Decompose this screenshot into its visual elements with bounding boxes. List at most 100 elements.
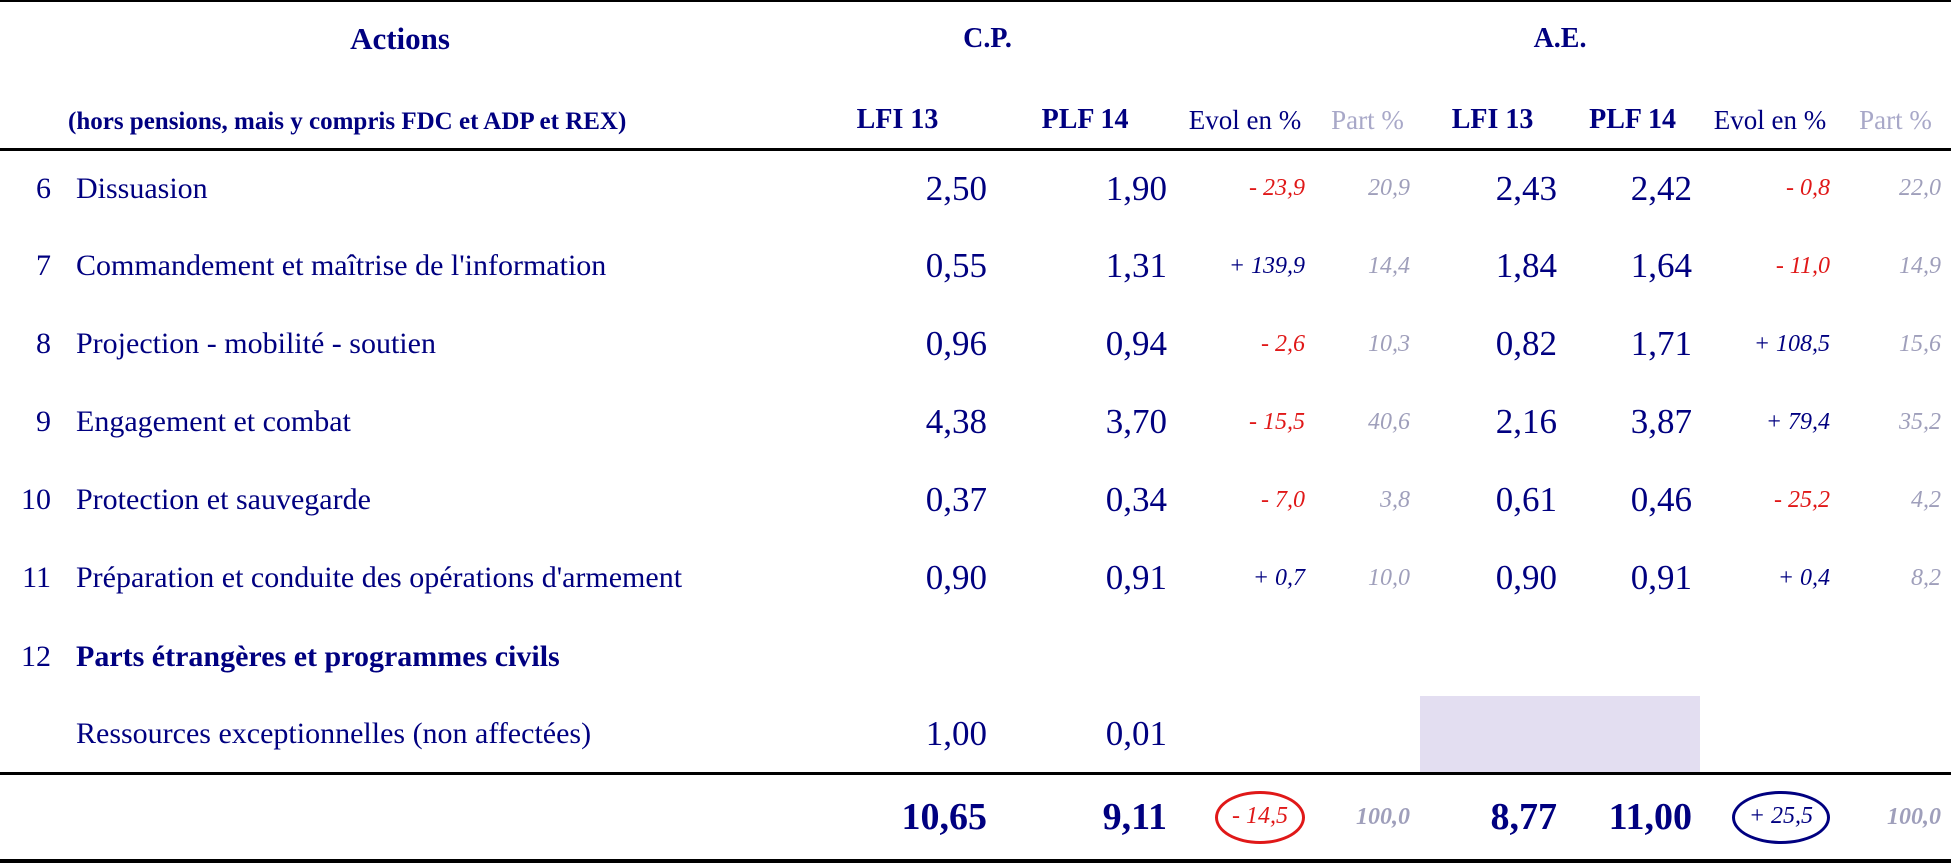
cp-part-value: 10,0: [1368, 564, 1411, 591]
cp-evol-value: [1175, 618, 1315, 696]
ae-plf-value: 3,87: [1630, 402, 1693, 442]
cp-plf-value: 1,31: [1105, 246, 1168, 286]
ae-evol-value: [1700, 618, 1840, 696]
ae-plf-value: 0,91: [1630, 558, 1693, 598]
ae-part-value: 22,0: [1899, 175, 1942, 202]
ae-part-value: 4,2: [1911, 486, 1942, 513]
cp-evol-value: - 2,6: [1261, 330, 1306, 357]
cp-evol-value: - 23,9: [1249, 175, 1306, 202]
ae-evol-value: + 79,4: [1765, 408, 1831, 435]
ae-lfi-value: 1,84: [1495, 246, 1558, 286]
cp-lfi-value: 1,00: [925, 713, 988, 753]
ae-plf-value: 2,42: [1630, 168, 1693, 208]
header-spacer: [1700, 1, 1951, 76]
cp-part-value: 20,9: [1368, 175, 1411, 202]
cp-group-header: C.P.: [963, 23, 1012, 55]
cp-part-value: [1315, 618, 1420, 696]
table-row-commandement: 7 Commandement et maîtrise de l'informat…: [0, 227, 1951, 305]
row-label: Protection et sauvegarde: [76, 483, 371, 517]
row-label: Ressources exceptionnelles (non affectée…: [76, 716, 592, 750]
ae-evol-total-cell: + 25,5: [1700, 772, 1841, 861]
cp-plf14-header: PLF 14: [995, 76, 1176, 151]
cp-part-value: 40,6: [1368, 408, 1411, 435]
ae-group-header: A.E.: [1533, 23, 1587, 55]
cp-lfi13-header: LFI 13: [800, 76, 996, 151]
cp-lfi-value: 0,37: [925, 480, 988, 520]
cp-plf-value: 0,34: [1105, 480, 1168, 520]
cp-lfi-value: [800, 618, 995, 696]
row-number: [0, 696, 60, 774]
ae-lfi-value: 0,82: [1495, 324, 1558, 364]
row-label: Engagement et combat: [76, 405, 351, 439]
header-spacer: [1175, 1, 1420, 76]
cp-part-total-cell: 100,0: [1315, 772, 1421, 861]
cp-evol-total-cell: - 14,5: [1175, 772, 1316, 861]
ae-lfi-value: 2,43: [1495, 168, 1558, 208]
cp-plf-value: 0,01: [1105, 713, 1168, 753]
cp-part-total: 100,0: [1356, 803, 1411, 830]
cp-plf-value: 0,91: [1105, 558, 1168, 598]
cp-plf-total: 9,11: [995, 772, 1176, 861]
ae-plf-value: 1,71: [1630, 324, 1693, 364]
ae-part-header: Part %: [1840, 76, 1951, 151]
ae-lfi-value: 0,90: [1495, 558, 1558, 598]
cp-evol-value: - 7,0: [1261, 486, 1306, 513]
cp-lfi-value: 0,90: [925, 558, 988, 598]
ae-part-value: 15,6: [1899, 330, 1942, 357]
ae-lfi-total: 8,77: [1420, 772, 1566, 861]
cp-part-header: Part %: [1315, 76, 1421, 151]
ae-lfi-value: 0,61: [1495, 480, 1558, 520]
row-number: 8: [36, 327, 51, 361]
row-label: Projection - mobilité - soutien: [76, 327, 436, 361]
cp-plf-value: 1,90: [1105, 168, 1168, 208]
total-row-number: [0, 772, 60, 861]
row-label: Commandement et maîtrise de l'informatio…: [76, 249, 607, 283]
cp-lfi-total: 10,65: [800, 772, 996, 861]
table-row-dissuasion: 6 Dissuasion 2,50 1,90 - 23,9 20,9 2,43 …: [0, 149, 1951, 227]
ae-evol-value: + 108,5: [1753, 330, 1831, 357]
cp-plf-value: [995, 618, 1175, 696]
ae-plf-value: 1,64: [1630, 246, 1693, 286]
ae-plf-value-shaded: [1565, 695, 1701, 774]
ae-lfi13-header: LFI 13: [1420, 76, 1566, 151]
red-ellipse-annotation: - 14,5: [1215, 790, 1306, 844]
row-number: 12: [21, 639, 51, 673]
cp-evol-header: Evol en %: [1175, 76, 1316, 151]
actions-header: Actions: [350, 21, 450, 57]
header-columns-row: (hors pensions, mais y compris FDC et AD…: [0, 76, 1951, 151]
ae-plf-value: [1565, 618, 1700, 696]
ae-lfi-value: [1420, 618, 1565, 696]
ae-evol-value: - 25,2: [1774, 486, 1831, 513]
actions-subtitle: (hors pensions, mais y compris FDC et AD…: [0, 76, 801, 151]
row-number: 7: [36, 249, 51, 283]
table-row-projection: 8 Projection - mobilité - soutien 0,96 0…: [0, 305, 1951, 383]
ae-evol-header: Evol en %: [1700, 76, 1841, 151]
cp-lfi-value: 2,50: [925, 168, 988, 208]
ae-plf-total: 11,00: [1565, 772, 1701, 861]
ae-part-value: 14,9: [1899, 252, 1942, 279]
header-group-row: Actions C.P. A.E.: [0, 1, 1951, 76]
row-number: 10: [21, 483, 51, 517]
cp-plf-value: 0,94: [1105, 324, 1168, 364]
row-label: Préparation et conduite des opérations d…: [76, 561, 683, 595]
table-row-parts-etrangeres: 12 Parts étrangères et programmes civils: [0, 618, 1951, 696]
table-row-protection: 10 Protection et sauvegarde 0,37 0,34 - …: [0, 461, 1951, 539]
ae-part-value: 8,2: [1911, 564, 1942, 591]
cp-part-value: 14,4: [1368, 252, 1411, 279]
total-row-label: [60, 772, 801, 861]
cp-evol-value: + 0,7: [1252, 564, 1306, 591]
cp-part-value: 10,3: [1368, 330, 1411, 357]
ae-part-total-cell: 100,0: [1840, 772, 1951, 861]
ae-lfi-value-shaded: [1420, 695, 1566, 774]
cp-part-value: 3,8: [1380, 486, 1411, 513]
table-row-ressources-exceptionnelles: Ressources exceptionnelles (non affectée…: [0, 695, 1951, 774]
ae-part-total: 100,0: [1887, 803, 1942, 830]
ae-evol-value: - 0,8: [1786, 175, 1831, 202]
cp-part-value: [1315, 696, 1420, 774]
cp-lfi-value: 0,55: [925, 246, 988, 286]
ae-part-value: [1840, 696, 1951, 774]
ae-evol-value: - 11,0: [1775, 252, 1831, 279]
row-number: 9: [36, 405, 51, 439]
cp-plf-value: 3,70: [1105, 402, 1168, 442]
